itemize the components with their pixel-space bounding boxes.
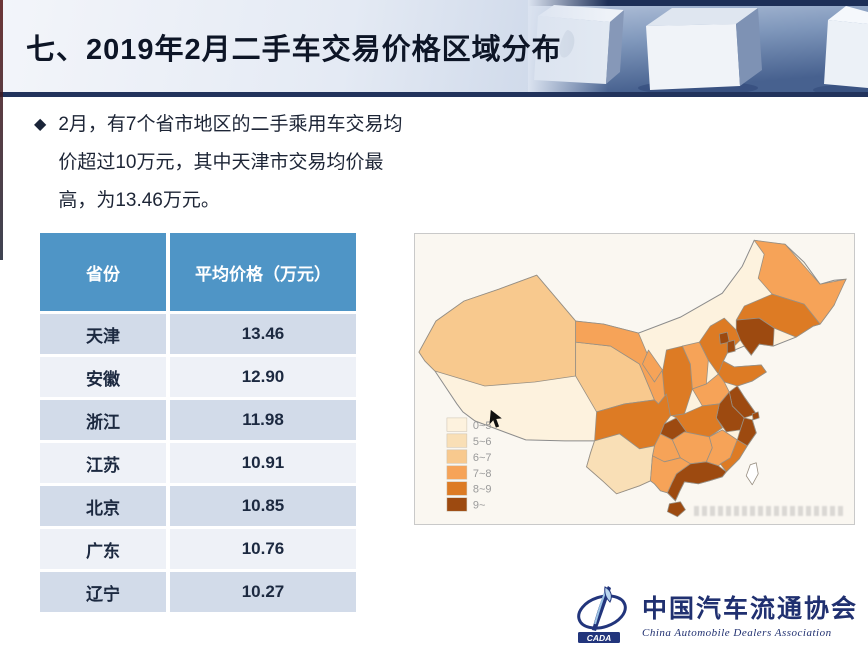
logo-name-en: China Automobile Dealers Association	[641, 627, 832, 639]
logo-name-cn: 中国汽车流通协会	[641, 594, 858, 623]
price-cell: 10.85	[170, 486, 356, 526]
table-row: 浙江 11.98	[40, 400, 356, 440]
table-row: 北京 10.85	[40, 486, 356, 526]
legend-label: 5~6	[473, 436, 492, 448]
legend-label: 6~7	[473, 452, 492, 464]
slide-header: 七、2019年2月二手车交易价格区域分布	[0, 0, 868, 97]
legend-label: 7~8	[473, 468, 492, 480]
price-cell: 12.90	[170, 357, 356, 397]
region-liaoning	[735, 317, 775, 356]
china-map-svg: 0~5 5~6 6~7 7~8 8~9 9~	[418, 239, 847, 518]
price-cell: 10.27	[170, 572, 356, 612]
region-taiwan	[745, 462, 759, 486]
region-xinjiang	[418, 274, 577, 387]
logo-texts: 中国汽车流通协会 China Automobile Dealers Associ…	[642, 589, 858, 639]
map-legend: 0~5 5~6 6~7 7~8 8~9 9~	[446, 417, 492, 512]
cada-logo-mark: CADA	[577, 586, 627, 643]
region-tianjin	[726, 339, 736, 354]
legend-label: 8~9	[473, 484, 492, 496]
table-body: 天津 13.46 安徽 12.90 浙江 11.98 江苏 10.91 北京 10.85 广东 10.…	[40, 314, 356, 612]
china-price-map: 0~5 5~6 6~7 7~8 8~9 9~	[414, 233, 855, 525]
province-cell: 江苏	[40, 443, 166, 483]
legend-swatch	[446, 433, 468, 448]
province-cell: 浙江	[40, 400, 166, 440]
region-ningxia	[642, 349, 663, 383]
legend-swatch	[446, 417, 468, 432]
cube-center	[638, 8, 762, 92]
cada-logo: CADA 中国汽车流通协会 China Automobile Dealers A…	[576, 584, 858, 644]
cube-right	[813, 6, 868, 92]
region-guangxi	[650, 455, 691, 494]
legend-label: 9~	[473, 500, 486, 512]
column-header-province: 省份	[40, 233, 166, 311]
table-row: 天津 13.46	[40, 314, 356, 354]
legend-label: 0~5	[473, 420, 492, 432]
cada-abbr: CADA	[587, 633, 612, 643]
price-cell: 13.46	[170, 314, 356, 354]
legend-swatch	[446, 497, 468, 512]
legend-swatch	[446, 449, 468, 464]
key-point-text: 2月，有7个省市地区的二手乘用车交易均价超过10万元，其中天津市交易均价最高，为…	[58, 114, 403, 211]
price-table: 省份 平均价格（万元） 天津 13.46 安徽 12.90 浙江 11.98 江苏 10.91…	[40, 233, 356, 615]
province-cell: 安徽	[40, 357, 166, 397]
table-header-row: 省份 平均价格（万元）	[40, 233, 356, 311]
page-title: 七、2019年2月二手车交易价格区域分布	[26, 34, 562, 66]
region-yunnan	[586, 433, 655, 495]
table-row: 广东 10.76	[40, 529, 356, 569]
price-cell: 10.91	[170, 443, 356, 483]
price-cell: 10.76	[170, 529, 356, 569]
table-row: 江苏 10.91	[40, 443, 356, 483]
cubes-photo	[528, 0, 868, 92]
photo-top-edge	[528, 0, 868, 6]
photo-blend	[528, 0, 608, 92]
diamond-bullet-icon: ◆	[34, 116, 47, 133]
province-cell: 天津	[40, 314, 166, 354]
left-edge-artifact	[0, 0, 3, 260]
region-shanghai	[751, 411, 760, 421]
province-cell: 辽宁	[40, 572, 166, 612]
legend-swatch	[446, 481, 468, 496]
map-watermark	[694, 506, 844, 516]
table-row: 安徽 12.90	[40, 357, 356, 397]
key-point: ◆ 2月，有7个省市地区的二手乘用车交易均价超过10万元，其中天津市交易均价最高…	[34, 106, 412, 220]
region-hainan	[667, 501, 686, 518]
price-cell: 11.98	[170, 400, 356, 440]
province-cell: 广东	[40, 529, 166, 569]
province-cell: 北京	[40, 486, 166, 526]
table-row: 辽宁 10.27	[40, 572, 356, 612]
mouse-cursor-icon	[489, 409, 502, 428]
legend-swatch	[446, 465, 468, 480]
column-header-price: 平均价格（万元）	[170, 233, 356, 311]
